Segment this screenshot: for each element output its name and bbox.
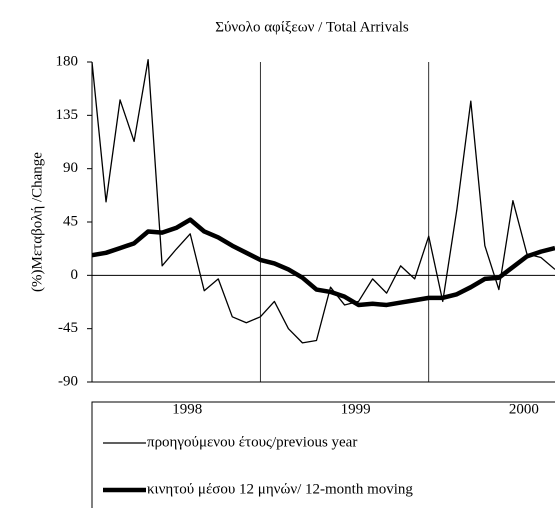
x-tick-label: 1999 xyxy=(341,401,371,417)
y-tick-label: 45 xyxy=(63,213,78,229)
y-tick-label: -90 xyxy=(58,373,78,389)
series-line xyxy=(91,58,555,344)
y-tick-label: 180 xyxy=(56,53,79,69)
y-tick-label: 0 xyxy=(71,267,79,283)
x-tick-label: 1998 xyxy=(172,401,202,417)
y-tick-label: 135 xyxy=(56,107,79,123)
y-tick-label: 90 xyxy=(63,160,78,176)
series-line xyxy=(91,217,555,308)
legend-label: κινητού μέσου 12 μηνών/ 12-month moving xyxy=(147,481,413,497)
chart-title: Σύνολο αφίξεων / Total Arrivals xyxy=(215,19,409,35)
legend-label: προηγούμενου έτους/previous year xyxy=(147,434,357,450)
legend-box xyxy=(91,401,555,508)
x-tick-label: 2000 xyxy=(509,401,539,417)
y-axis-label: (%)Μεταβολή /Change xyxy=(29,152,45,292)
y-tick-label: -45 xyxy=(58,320,78,336)
